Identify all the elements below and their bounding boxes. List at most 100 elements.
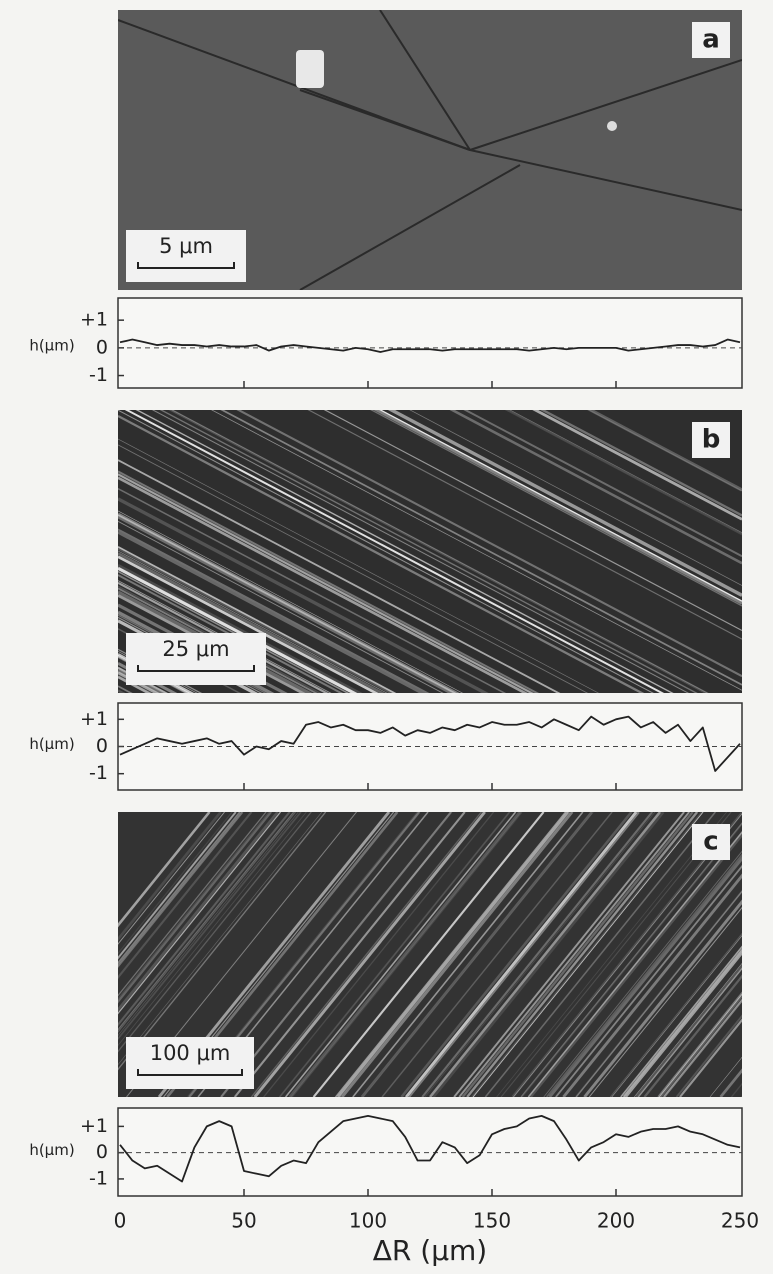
- scale-bar: [137, 1069, 243, 1076]
- scratch: [118, 570, 350, 693]
- wear-track: [118, 812, 267, 997]
- scratch: [118, 546, 396, 693]
- scratch: [118, 487, 507, 693]
- wear-track: [263, 812, 495, 1097]
- grain-boundary: [379, 10, 471, 151]
- wear-track: [250, 812, 482, 1097]
- wear-track: [118, 812, 241, 965]
- plot-frame: [117, 297, 743, 389]
- scale-bar-box: [126, 230, 246, 282]
- wear-track: [220, 812, 452, 1097]
- scratch: [118, 512, 460, 693]
- x-tick-label: 200: [597, 1209, 635, 1233]
- scratch: [588, 410, 742, 492]
- wear-track: [288, 812, 521, 1097]
- wear-track: [637, 967, 742, 1097]
- scratch: [118, 476, 528, 693]
- scratch: [118, 515, 455, 693]
- wear-track: [253, 812, 486, 1097]
- scale-bar: [137, 665, 255, 672]
- wear-track: [118, 812, 237, 960]
- scale-bar-label: 5 μm: [159, 234, 213, 258]
- panel-label-box: [692, 22, 730, 58]
- grain-boundary: [469, 149, 742, 211]
- wear-track: [548, 856, 742, 1097]
- scratch: [118, 574, 344, 693]
- wear-track: [663, 998, 742, 1097]
- scratch: [370, 410, 742, 607]
- wear-track: [675, 1014, 742, 1097]
- scratch: [323, 410, 742, 632]
- wear-track: [118, 812, 253, 980]
- wear-track: [381, 812, 613, 1097]
- wear-track: [555, 864, 742, 1097]
- wear-track: [453, 812, 685, 1097]
- wear-track: [562, 873, 742, 1097]
- profile-line: [119, 338, 741, 353]
- particle: [296, 50, 324, 88]
- y-tick-label: +1: [80, 1115, 108, 1137]
- panel-label: c: [703, 827, 718, 857]
- wear-track: [432, 812, 665, 1097]
- wear-track: [679, 1018, 742, 1097]
- wear-track: [118, 812, 225, 945]
- wear-track: [118, 812, 307, 1047]
- wear-track: [360, 812, 593, 1097]
- scratch: [118, 520, 444, 693]
- wear-track: [118, 812, 296, 1033]
- wear-track: [118, 812, 270, 1001]
- x-tick-label: 0: [114, 1209, 127, 1233]
- scratch: [118, 470, 540, 693]
- wear-track: [659, 993, 742, 1097]
- scratch: [118, 414, 645, 693]
- wear-track: [609, 932, 742, 1097]
- scratch: [532, 410, 742, 521]
- scratch: [118, 438, 599, 693]
- panel-label: a: [702, 25, 720, 55]
- texture: [118, 10, 742, 290]
- x-axis-label: ΔR (μm): [373, 1234, 487, 1267]
- wear-track: [471, 812, 703, 1097]
- scale-bar-box: [126, 1037, 254, 1089]
- profile-line: [119, 715, 741, 772]
- wear-track: [620, 945, 742, 1097]
- wear-track: [429, 812, 662, 1097]
- scale-bar: [137, 262, 235, 269]
- y-tick-label: 0: [96, 735, 108, 757]
- scratch: [540, 410, 742, 517]
- wear-track: [622, 948, 742, 1097]
- scratch: [168, 410, 708, 693]
- plot-frame: [117, 1107, 743, 1197]
- scratch: [449, 410, 742, 565]
- scratch: [118, 546, 397, 693]
- wear-track: [658, 993, 742, 1097]
- y-tick-label: +1: [80, 708, 108, 730]
- wear-track: [278, 812, 510, 1097]
- x-tick-label: 100: [349, 1209, 387, 1233]
- wear-track: [421, 812, 654, 1097]
- wear-track: [338, 812, 571, 1097]
- wear-track: [233, 812, 466, 1097]
- scratch: [118, 497, 489, 693]
- wear-track: [285, 812, 517, 1097]
- scratch: [220, 410, 742, 686]
- wear-track: [312, 812, 545, 1097]
- profile-line: [119, 1114, 741, 1183]
- scratch: [118, 473, 534, 693]
- wear-track: [336, 812, 569, 1097]
- x-tick-label: 250: [721, 1209, 759, 1233]
- wear-track: [472, 812, 704, 1097]
- wear-track: [118, 812, 302, 1041]
- scratch: [118, 410, 654, 693]
- wear-track: [118, 812, 233, 955]
- wear-track: [575, 889, 742, 1097]
- wear-track: [461, 812, 694, 1097]
- wear-track: [118, 812, 272, 1004]
- wear-track: [290, 812, 523, 1097]
- wear-track: [407, 812, 640, 1097]
- scratch: [118, 552, 385, 693]
- wear-track: [635, 964, 742, 1097]
- x-tick-label: 50: [231, 1209, 256, 1233]
- wear-track: [588, 906, 742, 1097]
